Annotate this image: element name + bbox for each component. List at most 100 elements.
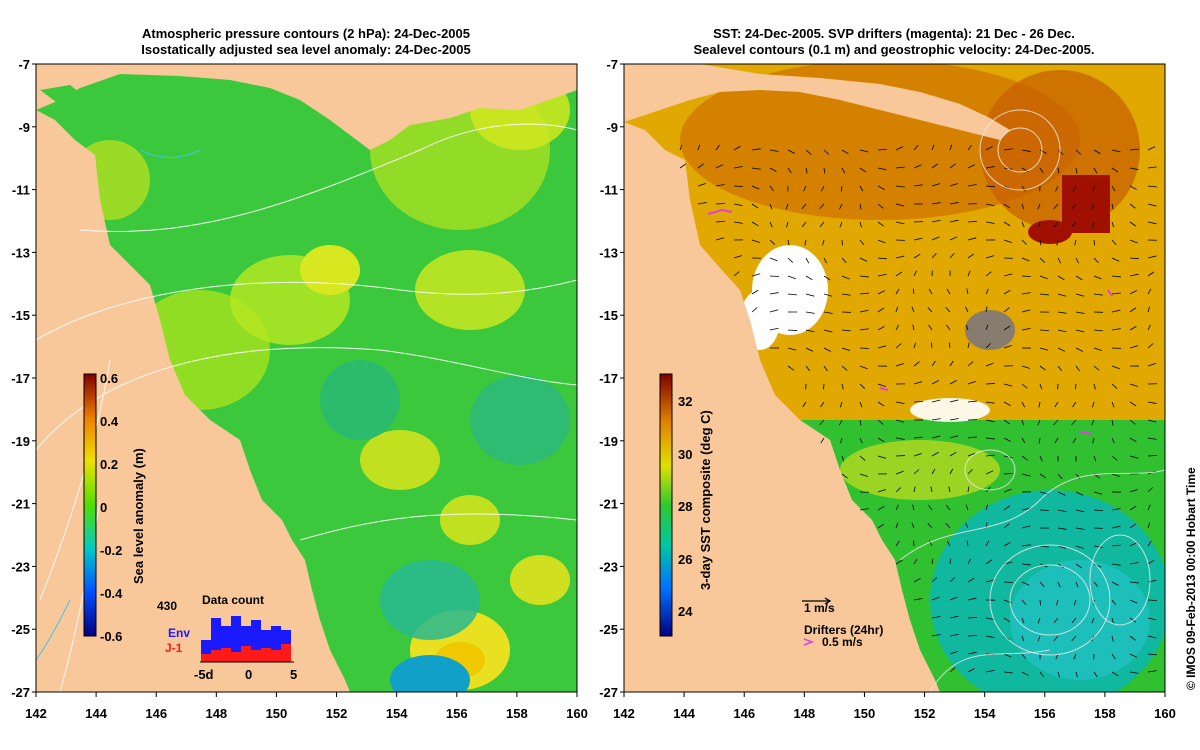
velocity-arrow <box>859 275 869 278</box>
velocity-arrow <box>948 486 951 493</box>
velocity-arrow <box>1057 347 1066 352</box>
velocity-arrow <box>859 149 869 153</box>
velocity-arrow <box>1003 148 1013 151</box>
velocity-arrow <box>1091 419 1095 426</box>
inset-xtick: -5d <box>194 667 214 682</box>
velocity-arrow <box>802 401 807 408</box>
velocity-arrow <box>1073 599 1077 606</box>
velocity-arrow <box>1147 635 1157 639</box>
velocity-arrow <box>1054 437 1059 444</box>
velocity-arrow <box>967 253 975 259</box>
velocity-arrow <box>1021 544 1031 547</box>
velocity-arrow <box>1093 275 1102 280</box>
velocity-arrow <box>985 383 995 385</box>
velocity-arrow <box>1021 599 1027 606</box>
velocity-arrow <box>931 616 941 619</box>
velocity-arrow <box>1021 473 1031 477</box>
velocity-arrow <box>1091 221 1095 228</box>
velocity-arrow <box>1111 581 1120 586</box>
velocity-arrow <box>1111 508 1121 511</box>
velocity-arrow <box>1039 473 1047 479</box>
velocity-arrow <box>1039 239 1042 246</box>
velocity-arrow <box>985 324 989 331</box>
velocity-arrow <box>769 309 779 313</box>
velocity-arrow <box>1147 362 1156 367</box>
velocity-arrow <box>769 292 779 295</box>
velocity-arrow <box>1147 579 1157 583</box>
velocity-arrow <box>805 257 810 264</box>
velocity-arrow <box>895 487 902 493</box>
velocity-arrow <box>1129 581 1139 584</box>
velocity-arrow <box>1021 257 1030 262</box>
velocity-arrow <box>1093 509 1103 512</box>
velocity-arrow <box>1093 257 1099 263</box>
velocity-arrow <box>733 166 743 169</box>
velocity-arrow <box>931 399 941 403</box>
velocity-arrow <box>931 163 939 169</box>
velocity-arrow <box>1039 545 1049 548</box>
velocity-arrow <box>859 257 868 262</box>
velocity-arrow <box>895 470 904 475</box>
velocity-arrow <box>1129 345 1139 349</box>
inset-bar-env <box>281 630 291 644</box>
velocity-arrow <box>895 306 899 313</box>
velocity-arrow <box>679 163 687 169</box>
velocity-arrow <box>751 221 759 227</box>
velocity-arrow <box>787 329 797 331</box>
velocity-arrow <box>985 540 990 547</box>
velocity-arrow <box>819 221 825 228</box>
velocity-arrow <box>877 239 886 244</box>
velocity-arrow <box>805 149 812 155</box>
velocity-arrow <box>967 144 972 151</box>
inset-bar-env <box>201 640 211 654</box>
velocity-arrow <box>859 328 869 331</box>
velocity-arrow <box>911 306 915 313</box>
velocity-arrow <box>1075 491 1084 496</box>
velocity-arrow <box>1037 617 1041 624</box>
velocity-arrow <box>1075 167 1078 174</box>
velocity-arrow <box>1111 292 1121 295</box>
velocity-arrow <box>895 522 899 529</box>
inset-bar-j1 <box>271 650 281 662</box>
velocity-arrow <box>787 365 794 371</box>
velocity-arrow <box>1111 437 1115 444</box>
velocity-arrow <box>1147 504 1151 511</box>
velocity-arrow <box>769 327 779 331</box>
velocity-arrow <box>1039 275 1048 280</box>
velocity-arrow <box>787 239 790 246</box>
velocity-arrow <box>895 185 905 188</box>
velocity-arrow <box>1021 327 1031 331</box>
velocity-arrow <box>823 167 826 174</box>
velocity-arrow <box>841 275 850 280</box>
lat-tick-label: -15 <box>11 308 30 323</box>
velocity-arrow <box>931 380 940 385</box>
velocity-arrow <box>839 401 843 408</box>
velocity-arrow <box>1093 545 1103 548</box>
velocity-arrow <box>985 579 995 583</box>
velocity-arrow <box>1111 599 1117 606</box>
velocity-arrow <box>1053 419 1059 426</box>
velocity-arrow <box>733 203 743 207</box>
velocity-arrow <box>1021 401 1025 408</box>
velocity-arrow <box>1003 523 1010 529</box>
velocity-arrow <box>1003 419 1011 425</box>
land-australia-right <box>624 122 940 692</box>
velocity-arrow <box>1093 563 1102 568</box>
velocity-arrow <box>1054 401 1059 408</box>
velocity-arrow <box>1021 437 1026 444</box>
sla-tick: 0.2 <box>100 457 118 472</box>
velocity-arrow <box>877 401 885 407</box>
velocity-arrow <box>1129 671 1139 674</box>
velocity-arrow <box>1129 489 1139 493</box>
velocity-arrow <box>985 401 995 404</box>
velocity-arrow <box>1075 311 1085 314</box>
velocity-arrow <box>895 401 905 405</box>
lat-tick-label: -25 <box>11 622 30 637</box>
velocity-arrow <box>1093 293 1103 296</box>
inset-bar-j1 <box>211 650 221 662</box>
velocity-arrow <box>877 290 886 295</box>
lon-tick-label: 146 <box>145 706 167 721</box>
land-australia <box>36 110 350 692</box>
velocity-arrow <box>913 361 920 367</box>
inset-bars <box>201 616 291 662</box>
